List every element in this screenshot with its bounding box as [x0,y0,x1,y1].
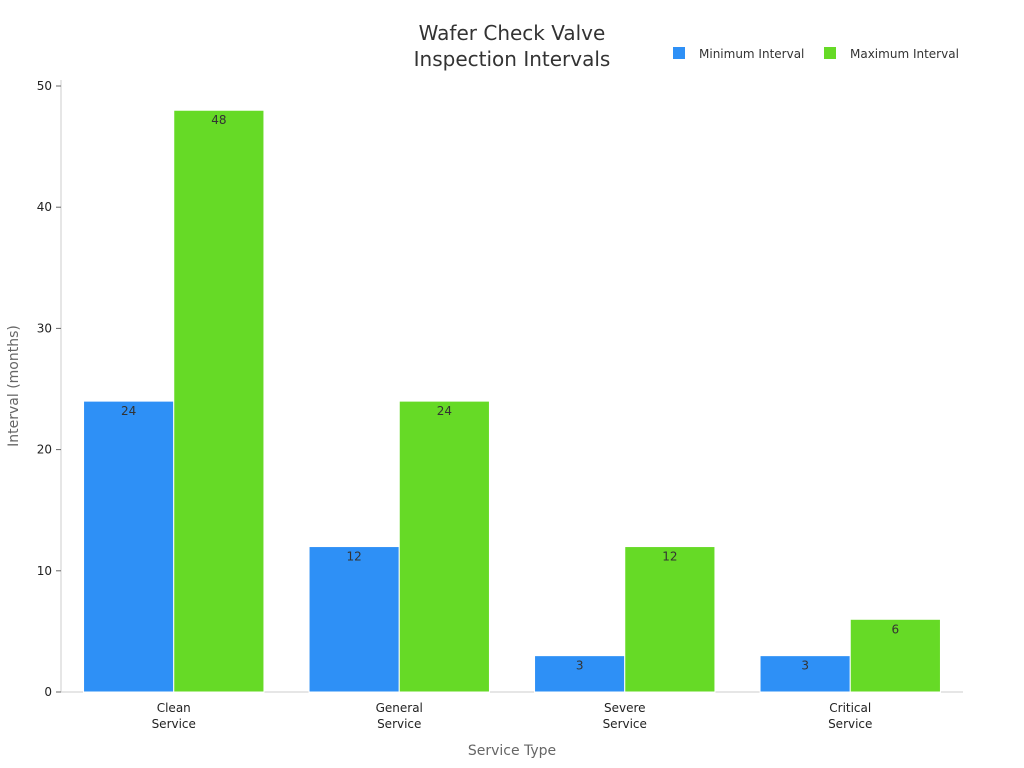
y-tick-label: 30 [37,321,52,335]
legend-swatch-minimum [673,47,685,59]
bar-minimum-interval [308,546,400,693]
chart-title: Wafer Check Valve Inspection Intervals [414,21,611,71]
bar-minimum-interval [534,655,626,693]
x-tick-label: Severe Service [603,701,647,731]
x-axis: Clean Service General Service Severe Service C… [61,691,963,731]
legend-label-minimum: Minimum Interval [699,47,804,61]
x-tick-label: General Service [376,701,423,731]
bar-value-label: 3 [576,659,584,673]
y-tick-label: 0 [44,685,52,699]
bar-value-label: 48 [211,113,226,127]
bar-maximum-interval [398,400,490,693]
x-axis-label: Service Type [468,743,556,759]
y-tick-label: 10 [37,564,52,578]
bar-maximum-interval [849,618,941,693]
y-tick-label: 40 [37,200,52,214]
data-labels: 24 48 12 24 3 12 3 6 [121,113,899,672]
bar-value-label: 24 [437,404,452,418]
y-tick-label: 50 [37,79,52,93]
bar-value-label: 3 [801,659,809,673]
y-tick-label: 20 [37,443,52,457]
x-tick-label: Critical Service [828,701,872,731]
bar-minimum-interval [83,400,175,693]
bar-value-label: 12 [662,550,677,564]
y-axis: 0 10 20 30 40 50 [37,79,62,699]
legend: Minimum Interval Maximum Interval [673,47,959,61]
bar-minimum-interval [759,655,851,693]
chart-title-line-2: Inspection Intervals [414,47,611,71]
bars [83,109,941,693]
y-axis-label: Interval (months) [6,325,22,447]
chart-title-line-1: Wafer Check Valve [419,21,606,45]
legend-swatch-maximum [824,47,836,59]
bar-value-label: 6 [892,622,900,636]
legend-label-maximum: Maximum Interval [850,47,959,61]
x-tick-label: Clean Service [152,701,196,731]
bar-value-label: 12 [347,550,362,564]
bar-maximum-interval [173,109,265,693]
bar-maximum-interval [624,546,716,693]
bar-value-label: 24 [121,404,136,418]
